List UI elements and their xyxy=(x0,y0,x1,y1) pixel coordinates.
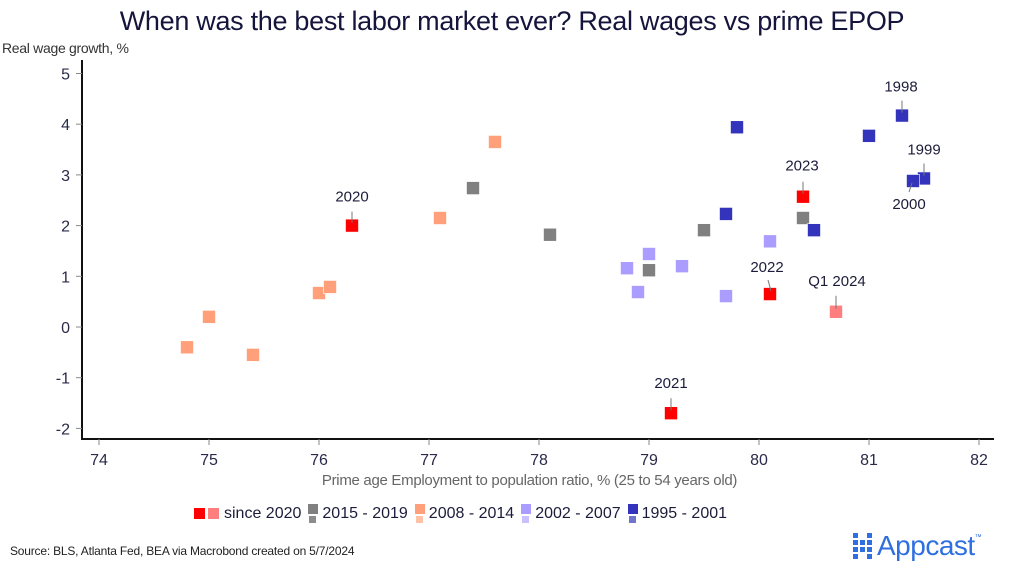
legend-label: 2008 - 2014 xyxy=(428,504,515,522)
logo-text: Appcast xyxy=(877,530,975,561)
legend-swatch xyxy=(308,503,319,524)
data-point xyxy=(466,181,480,195)
data-point xyxy=(719,289,733,303)
data-point xyxy=(323,280,337,294)
x-axis-label: Prime age Employment to population ratio… xyxy=(321,472,738,489)
data-label: 2020 xyxy=(335,189,368,206)
data-label: 2022 xyxy=(750,259,783,276)
y-tick-label: -1 xyxy=(56,371,70,388)
legend-item-2015-2019[interactable]: 2015 - 2019 xyxy=(308,503,408,524)
legend-swatch-light xyxy=(208,508,219,519)
logo-dots-icon xyxy=(853,533,872,559)
data-point xyxy=(906,174,920,188)
x-tick-label: 74 xyxy=(90,452,108,469)
legend: since 2020 2015 - 2019 2008 - 2014 2002 … xyxy=(194,503,734,524)
axes: 5 4 3 2 1 0 -1 -2 74 75 76 77 78 79 80 81 82 xyxy=(56,60,994,469)
legend-swatch xyxy=(194,508,205,519)
legend-item-2008-2014[interactable]: 2008 - 2014 xyxy=(414,503,515,524)
x-tick-label: 77 xyxy=(420,452,438,469)
x-tick-label: 76 xyxy=(310,452,328,469)
data-point xyxy=(246,348,260,362)
legend-label: 2015 - 2019 xyxy=(322,504,408,522)
y-tick-label: 1 xyxy=(61,269,70,286)
annotation-leader xyxy=(908,182,913,193)
data-point xyxy=(763,234,777,249)
y-tick-label: 2 xyxy=(61,219,70,236)
data-point xyxy=(730,120,744,135)
data-point xyxy=(631,285,645,299)
annotation-leader xyxy=(767,279,772,292)
y-tick-label: 0 xyxy=(61,320,70,337)
legend-label: 2002 - 2007 xyxy=(535,504,621,522)
y-tick-label: 4 xyxy=(61,117,70,134)
data-point xyxy=(675,259,689,273)
x-tick-label: 79 xyxy=(640,452,658,469)
legend-item-since-2020[interactable]: since 2020 xyxy=(194,505,301,523)
y-tick-label: -2 xyxy=(56,421,70,438)
data-point xyxy=(763,287,777,301)
data-point xyxy=(642,263,656,278)
legend-item-2002-2007[interactable]: 2002 - 2007 xyxy=(521,503,621,524)
data-point xyxy=(796,211,810,225)
legend-label: since 2020 xyxy=(224,504,302,522)
data-point xyxy=(807,223,821,237)
y-tick-label: 3 xyxy=(61,168,70,185)
data-point xyxy=(543,227,557,242)
source-note: Source: BLS, Atlanta Fed, BEA via Macrob… xyxy=(10,544,355,558)
legend-label: 1995 - 2001 xyxy=(641,504,728,522)
x-tick-label: 78 xyxy=(530,452,548,469)
x-tick-label: 82 xyxy=(970,452,988,469)
x-tick-label: 80 xyxy=(750,452,768,469)
y-tick-label: 5 xyxy=(61,67,70,84)
chart-title: When was the best labor market ever? Rea… xyxy=(119,6,905,36)
data-point xyxy=(202,310,216,324)
x-tick-label: 75 xyxy=(200,452,218,469)
data-label: 2023 xyxy=(785,158,818,175)
data-label: 1998 xyxy=(884,79,917,96)
logo-trademark: ™ xyxy=(974,534,982,541)
data-label: 2000 xyxy=(892,196,925,213)
data-point xyxy=(180,340,194,355)
points xyxy=(180,108,931,420)
data-point xyxy=(697,223,711,237)
y-axis-label: Real wage growth, % xyxy=(2,40,129,56)
data-label: 1999 xyxy=(907,141,940,158)
appcast-logo: Appcast ™ xyxy=(853,530,982,562)
data-label: 2021 xyxy=(654,375,687,392)
data-point xyxy=(719,207,733,221)
data-label: Q1 2024 xyxy=(808,273,866,290)
data-point xyxy=(862,129,876,143)
x-tick-label: 81 xyxy=(860,452,878,469)
legend-swatch xyxy=(414,503,425,524)
annotations: 2020 2021 2022 2023 Q1 2024 1998 1999 2000 xyxy=(335,79,941,411)
data-point xyxy=(488,135,502,149)
data-point xyxy=(642,247,656,261)
data-point xyxy=(433,211,447,225)
legend-swatch xyxy=(627,503,638,524)
legend-swatch xyxy=(521,503,532,524)
legend-item-1995-2001[interactable]: 1995 - 2001 xyxy=(627,503,728,524)
data-point xyxy=(620,261,634,275)
